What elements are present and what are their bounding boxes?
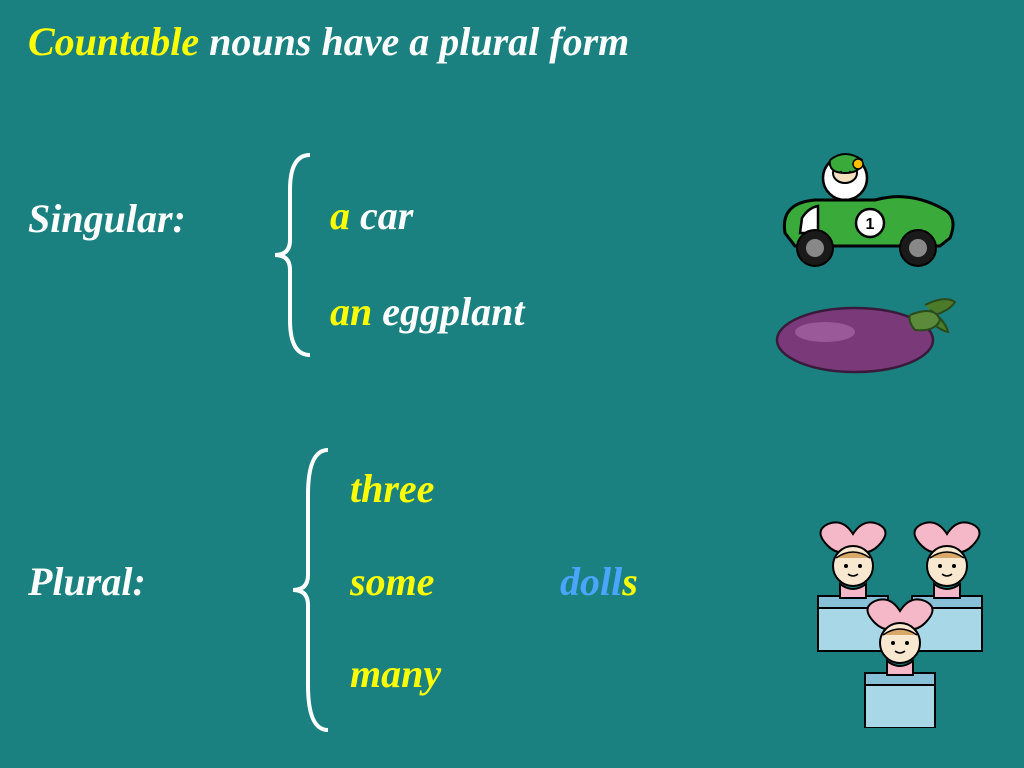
example-eggplant: an eggplant: [330, 288, 524, 335]
title-highlight: Countable: [28, 19, 199, 64]
plural-label: Plural:: [28, 558, 146, 605]
eggplant-icon: [770, 290, 965, 375]
noun-car: car: [350, 193, 413, 238]
quantifier-some: some: [350, 558, 434, 605]
quantifier-many: many: [350, 650, 441, 697]
dolls-suffix: s: [622, 559, 638, 604]
quantifier-three: three: [350, 465, 434, 512]
noun-dolls: dolls: [560, 558, 638, 605]
brace-singular-icon: [270, 150, 320, 360]
example-car: a car: [330, 192, 413, 239]
car-icon: 1: [770, 138, 960, 273]
dolls-icon: [800, 498, 1000, 728]
dolls-stem: doll: [560, 559, 622, 604]
noun-eggplant: eggplant: [372, 289, 524, 334]
article-a: a: [330, 193, 350, 238]
svg-text:1: 1: [866, 216, 875, 233]
title-rest: nouns have a plural form: [199, 19, 629, 64]
brace-plural-icon: [288, 445, 338, 735]
page-title: Countable nouns have a plural form: [28, 18, 629, 65]
article-an: an: [330, 289, 372, 334]
singular-label: Singular:: [28, 195, 186, 242]
